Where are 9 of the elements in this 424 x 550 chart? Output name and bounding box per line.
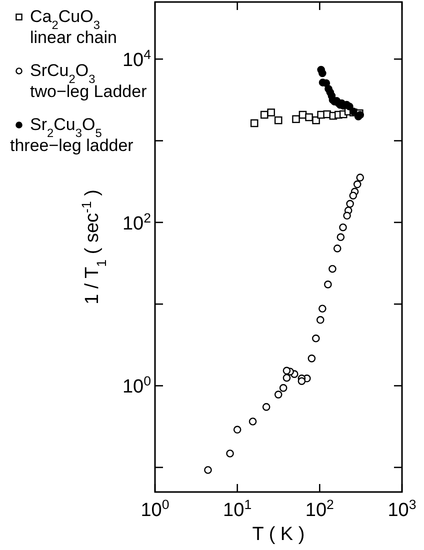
- x-tick-label: 10$^{3}$: [388, 496, 416, 521]
- y-tick-label: 10$^{0}$: [122, 373, 151, 398]
- x-tick-label: 10$^{2}$: [305, 496, 334, 521]
- legend-label: Ca$_{2}$CuO$_{3}$ linear chain: [30, 7, 117, 47]
- x-tick-label: 10$^{1}$: [223, 496, 252, 521]
- x-axis-title: T ( K ): [252, 524, 305, 545]
- legend-label: Sr$_{2}$Cu$_{3}$O$_{5}$ three−leg ladder: [10, 115, 134, 155]
- y-tick-label: 10$^{2}$: [122, 210, 151, 234]
- x-tick-label: 10$^{0}$: [140, 496, 170, 521]
